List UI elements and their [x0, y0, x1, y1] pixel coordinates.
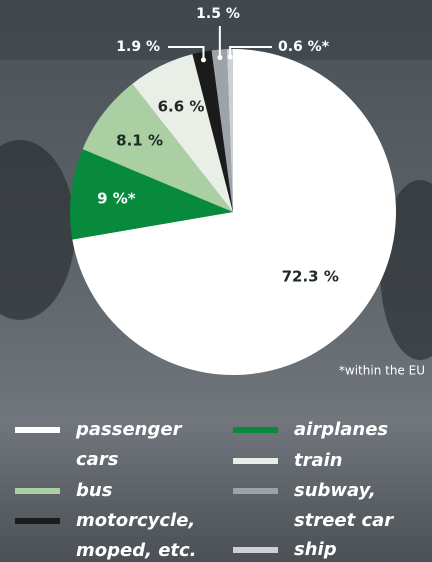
- data-label: 1.9 %: [116, 39, 160, 55]
- data-label: 6.6 %: [158, 97, 205, 115]
- leader-line: [229, 46, 272, 58]
- legend-swatch: [15, 427, 60, 433]
- legend-label-line: moped, etc.: [76, 540, 197, 561]
- data-label: 0.6 %*: [278, 39, 330, 55]
- leader-line: [168, 46, 205, 60]
- legend-swatch: [15, 518, 60, 524]
- legend: passenger cars airplanes bus train motorcycle…: [15, 419, 394, 561]
- footnote: *within the EU: [339, 364, 425, 378]
- data-label: 8.1 %: [116, 131, 163, 149]
- leader-dot: [217, 55, 223, 61]
- data-label: 9 %*: [97, 189, 136, 207]
- legend-label: ship: [294, 539, 337, 560]
- pie: 72.3 % 9 %* 8.1 % 6.6 % 1.9 % 1.5 % 0.6 %*: [70, 6, 396, 375]
- legend-label: passenger cars: [75, 419, 183, 470]
- pie-slice: [226, 49, 233, 212]
- leader-dot: [227, 54, 233, 60]
- pie-slice: [211, 49, 233, 212]
- background-wheel: [0, 140, 75, 320]
- legend-label-line: motorcycle,: [76, 510, 195, 531]
- pie-slice: [132, 54, 233, 213]
- pie-slice: [192, 50, 233, 212]
- legend-label: motorcycle, moped, etc.: [76, 510, 197, 561]
- data-label: 1.5 %: [196, 6, 240, 22]
- legend-label-line: passenger: [75, 419, 183, 440]
- pie-slice: [72, 49, 396, 375]
- pie-slice: [70, 149, 233, 240]
- legend-label: bus: [76, 480, 113, 501]
- legend-label: airplanes: [294, 419, 388, 440]
- legend-swatch: [15, 488, 60, 494]
- legend-swatch: [233, 458, 278, 464]
- legend-label-line: cars: [76, 449, 119, 470]
- legend-label: train: [294, 450, 343, 471]
- leader-dot: [200, 57, 206, 63]
- legend-label: subway, street car: [294, 480, 394, 531]
- data-label: 72.3 %: [282, 268, 339, 286]
- legend-swatch: [233, 547, 278, 553]
- pie-slice: [82, 83, 233, 212]
- legend-swatch: [233, 488, 278, 494]
- legend-label-line: street car: [294, 510, 394, 531]
- legend-swatch: [233, 427, 278, 433]
- legend-label-line: subway,: [294, 480, 376, 501]
